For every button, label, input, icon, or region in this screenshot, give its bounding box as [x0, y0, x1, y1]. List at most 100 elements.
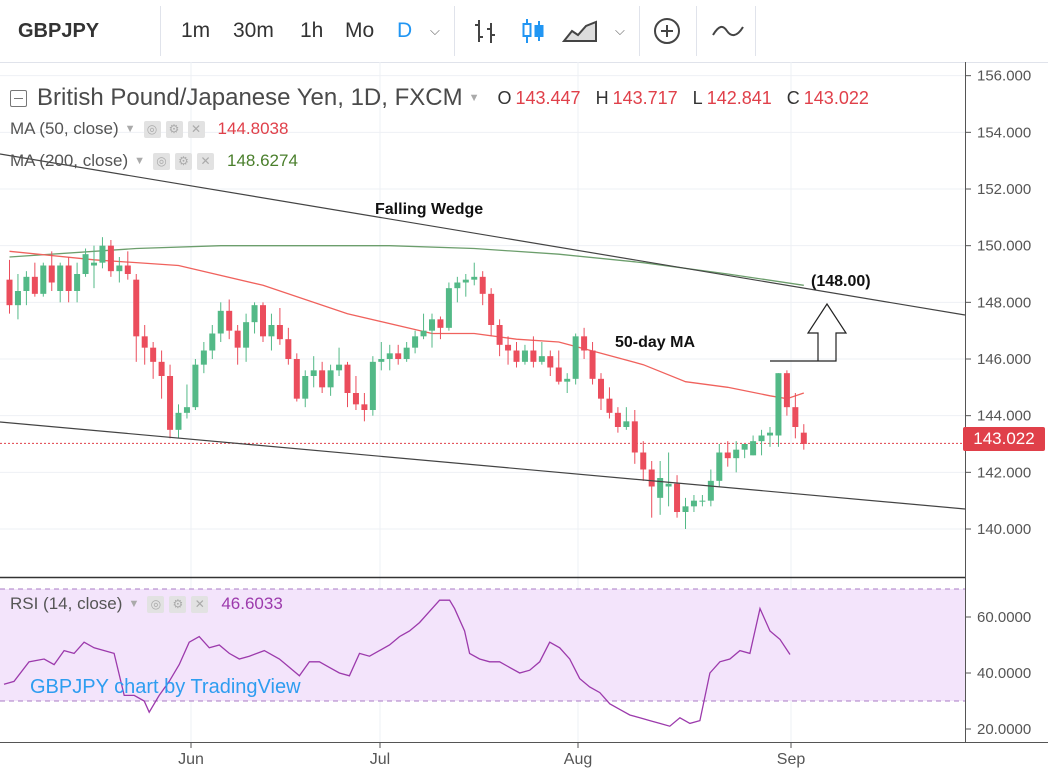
candle[interactable]: [699, 495, 706, 507]
candle[interactable]: [361, 393, 368, 422]
plus-circle-icon[interactable]: [653, 0, 681, 62]
area-chart-icon[interactable]: [562, 0, 598, 62]
ma50-label[interactable]: MA (50, close): [10, 119, 119, 138]
candle[interactable]: [243, 313, 250, 362]
candle[interactable]: [521, 344, 528, 365]
ma50-path[interactable]: [9, 250, 805, 400]
tradingview-watermark[interactable]: GBPJPY chart by TradingView: [30, 676, 301, 698]
ma50-menu-icon[interactable]: ▼: [124, 123, 136, 135]
symbol-search-button[interactable]: GBPJPY: [18, 19, 100, 42]
candle[interactable]: [124, 251, 131, 280]
candle[interactable]: [344, 361, 351, 408]
candle[interactable]: [386, 344, 393, 371]
candle[interactable]: [496, 319, 503, 357]
close-icon[interactable]: ✕: [187, 120, 205, 138]
interval-1m-button[interactable]: 1m: [181, 19, 211, 42]
candle[interactable]: [640, 441, 647, 481]
candle[interactable]: [623, 407, 630, 430]
candle[interactable]: [581, 327, 588, 359]
candle[interactable]: [674, 475, 681, 518]
indicator-wave-icon[interactable]: [711, 0, 745, 62]
candle[interactable]: [369, 356, 376, 416]
candle[interactable]: [310, 356, 317, 388]
candle[interactable]: [352, 376, 359, 410]
candle[interactable]: [420, 313, 427, 340]
candle[interactable]: [598, 373, 604, 410]
candle[interactable]: [91, 245, 97, 289]
candle[interactable]: [378, 342, 385, 371]
interval-dropdown-icon[interactable]: ⌵: [430, 23, 440, 38]
candle[interactable]: [750, 435, 757, 456]
candle[interactable]: [48, 251, 55, 291]
candle[interactable]: [99, 237, 106, 269]
candle[interactable]: [82, 248, 89, 277]
candle[interactable]: [437, 316, 444, 340]
candle[interactable]: [175, 404, 182, 439]
candle[interactable]: [733, 441, 740, 473]
target-arrow[interactable]: [770, 302, 848, 362]
candle[interactable]: [614, 407, 621, 433]
candle[interactable]: [395, 344, 402, 365]
candle[interactable]: [462, 274, 469, 297]
candles-icon[interactable]: [520, 0, 546, 62]
candle[interactable]: [319, 361, 326, 393]
candle[interactable]: [158, 350, 165, 399]
candle[interactable]: [505, 336, 512, 365]
candle[interactable]: [682, 497, 689, 529]
candle[interactable]: [758, 429, 765, 456]
price-chart[interactable]: 156.000 154.000 152.000 150.000 148.000 146.0…: [0, 62, 1048, 773]
candle[interactable]: [555, 350, 562, 385]
ma200-label[interactable]: MA (200, close): [10, 151, 129, 170]
candle[interactable]: [412, 330, 419, 354]
candle[interactable]: [741, 444, 748, 459]
candle[interactable]: [23, 271, 30, 306]
candle[interactable]: [327, 364, 334, 396]
candle[interactable]: [792, 393, 799, 439]
candle[interactable]: [724, 441, 731, 467]
interval-day-button[interactable]: D: [397, 19, 413, 42]
candle[interactable]: [657, 461, 664, 515]
candle[interactable]: [14, 274, 21, 320]
candle[interactable]: [226, 299, 233, 340]
candle[interactable]: [488, 288, 495, 337]
candle[interactable]: [217, 302, 224, 342]
candle[interactable]: [276, 308, 283, 345]
series-title[interactable]: British Pound/Japanese Yen, 1D, FXCM: [37, 84, 463, 111]
candle[interactable]: [775, 373, 782, 447]
eye-icon[interactable]: ◎: [147, 595, 165, 613]
candle[interactable]: [665, 452, 672, 507]
gear-icon[interactable]: ⚙: [165, 120, 183, 138]
series-menu-icon[interactable]: ▼: [468, 92, 480, 104]
candle[interactable]: [429, 313, 435, 348]
candle[interactable]: [31, 262, 38, 297]
candle[interactable]: [403, 342, 410, 362]
rsi-path[interactable]: [3, 599, 791, 727]
candle[interactable]: [445, 282, 452, 331]
chart-type-dropdown-icon[interactable]: ⌵: [615, 23, 625, 38]
wedge-upper-trendline[interactable]: [0, 153, 966, 316]
candle[interactable]: [40, 262, 47, 297]
wedge-lower-trendline[interactable]: [0, 421, 966, 510]
candle[interactable]: [530, 336, 537, 368]
candle[interactable]: [209, 325, 216, 359]
candle[interactable]: [767, 427, 773, 447]
candle[interactable]: [631, 410, 638, 464]
candle[interactable]: [538, 342, 545, 365]
candle[interactable]: [564, 373, 571, 393]
candle[interactable]: [572, 333, 579, 385]
candle[interactable]: [234, 325, 241, 365]
candle[interactable]: [690, 495, 697, 512]
candle[interactable]: [547, 350, 554, 377]
candle[interactable]: [260, 302, 266, 342]
candle[interactable]: [74, 262, 81, 303]
eye-icon[interactable]: ◎: [153, 152, 170, 170]
candle[interactable]: [285, 327, 292, 365]
candle[interactable]: [293, 353, 300, 402]
interval-month-button[interactable]: Mo: [345, 19, 375, 42]
interval-1h-button[interactable]: 1h: [300, 19, 324, 42]
candle[interactable]: [648, 461, 655, 518]
candle[interactable]: [200, 342, 207, 374]
candle[interactable]: [167, 364, 174, 439]
candle[interactable]: [454, 276, 461, 303]
candle[interactable]: [141, 325, 148, 365]
